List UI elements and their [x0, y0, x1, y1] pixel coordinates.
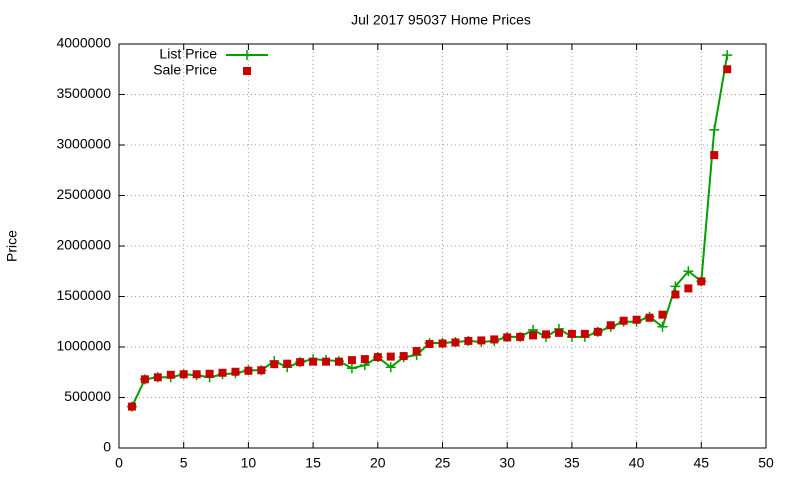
x-tick-label: 35 [564, 455, 580, 471]
point-marker [438, 339, 447, 348]
x-tick-label: 30 [499, 455, 515, 471]
point-marker [296, 358, 305, 367]
point-marker [503, 333, 512, 342]
point-marker [632, 315, 641, 324]
point-marker [684, 284, 693, 293]
point-marker [179, 370, 188, 379]
point-marker [257, 366, 266, 375]
x-tick-label: 10 [241, 455, 257, 471]
point-marker [683, 266, 694, 277]
x-tick-label: 50 [758, 455, 774, 471]
y-tick-label: 2500000 [56, 186, 111, 202]
point-marker [322, 357, 331, 366]
point-marker [722, 50, 733, 61]
point-marker [490, 335, 499, 344]
point-marker [657, 321, 668, 332]
point-marker [386, 352, 395, 361]
point-marker [166, 370, 175, 379]
point-marker [619, 316, 628, 325]
point-marker [451, 338, 460, 347]
y-tick-label: 2000000 [56, 237, 111, 253]
point-marker [360, 355, 369, 364]
point-marker [425, 339, 434, 348]
plot-frame [118, 43, 767, 449]
point-marker [529, 331, 538, 340]
x-tick-label: 20 [370, 455, 386, 471]
point-marker [334, 357, 343, 366]
y-tick-label: 0 [103, 439, 111, 455]
point-marker [205, 369, 214, 378]
point-marker [218, 368, 227, 377]
x-tick-label: 0 [115, 455, 123, 471]
x-tick-label: 45 [694, 455, 710, 471]
x-tick-label: 15 [305, 455, 321, 471]
point-marker [554, 328, 563, 337]
point-marker [385, 362, 396, 373]
legend-label: Sale Price [153, 62, 217, 78]
y-tick-label: 3500000 [56, 85, 111, 101]
point-marker [373, 353, 382, 362]
point-marker [283, 359, 292, 368]
point-marker [580, 329, 589, 338]
point-marker [127, 402, 136, 411]
point-marker [244, 366, 253, 375]
point-marker [709, 124, 720, 135]
point-marker [671, 290, 680, 299]
point-marker [542, 330, 551, 339]
point-marker [670, 281, 681, 292]
y-tick-label: 1000000 [56, 338, 111, 354]
point-marker [347, 356, 356, 365]
point-marker [309, 357, 318, 366]
x-tick-label: 40 [629, 455, 645, 471]
x-tick-label: 5 [180, 455, 188, 471]
point-marker [346, 363, 357, 374]
series-line [131, 54, 729, 408]
point-marker [412, 347, 421, 356]
point-marker [153, 373, 162, 382]
legend-swatch [242, 50, 252, 60]
point-marker [645, 313, 654, 322]
legend-label: List Price [159, 46, 217, 62]
point-marker [697, 277, 706, 286]
point-marker [477, 336, 486, 345]
y-axis-label: Price [4, 230, 20, 262]
point-marker [516, 332, 525, 341]
y-tick-label: 500000 [64, 388, 111, 404]
point-marker [464, 336, 473, 345]
legend-swatch [243, 67, 251, 75]
point-marker [399, 352, 408, 361]
y-tick-label: 3000000 [56, 136, 111, 152]
point-marker [270, 360, 279, 369]
point-marker [723, 65, 732, 74]
point-marker [658, 310, 667, 319]
point-marker [567, 329, 576, 338]
point-marker [710, 151, 719, 160]
point-marker [593, 327, 602, 336]
point-marker [606, 321, 615, 330]
point-marker [140, 375, 149, 384]
x-tick-label: 25 [435, 455, 451, 471]
point-marker [231, 367, 240, 376]
y-tick-label: 1500000 [56, 287, 111, 303]
point-marker [192, 370, 201, 379]
y-tick-label: 4000000 [56, 35, 111, 51]
chart-title: Jul 2017 95037 Home Prices [351, 12, 531, 28]
